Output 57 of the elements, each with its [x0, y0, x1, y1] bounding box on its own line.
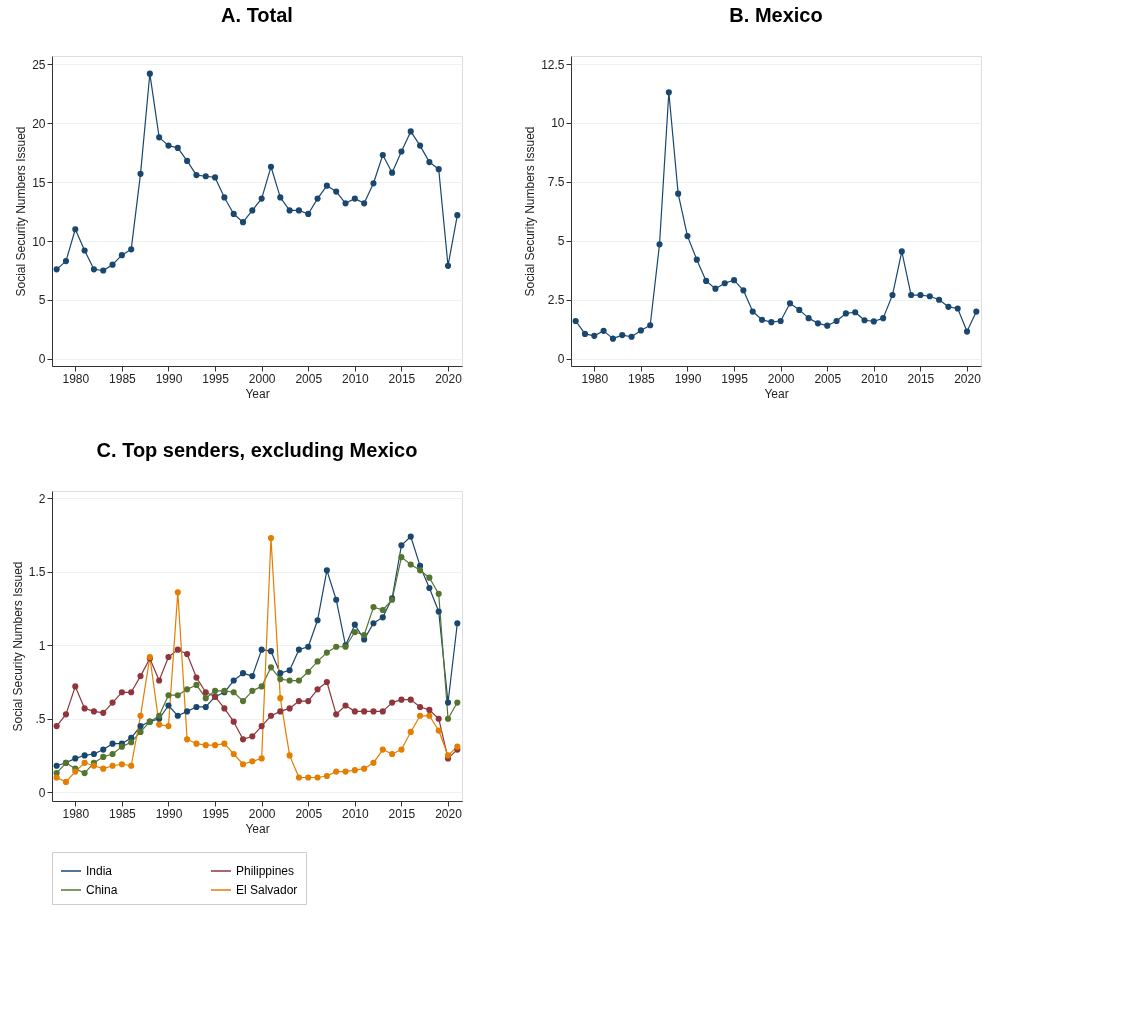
y-tick-label: 12.5: [541, 57, 565, 72]
x-tick-label: 1995: [202, 371, 230, 386]
chart-title: B. Mexico: [729, 4, 823, 26]
y-axis-title: Social Security Numbers Issued: [14, 126, 29, 297]
x-tick-label: 1980: [581, 371, 609, 386]
y-tick-label: 5: [557, 234, 565, 249]
x-tick-label: 2000: [248, 806, 276, 821]
x-tick-label: 1985: [109, 371, 137, 386]
x-tick-label: 2005: [814, 371, 842, 386]
x-tick-label: 2010: [860, 371, 889, 386]
x-tick-label: 1990: [155, 806, 183, 821]
y-tick-label: 7.5: [547, 175, 565, 190]
y-tick-label: .5: [35, 712, 46, 727]
x-tick-label: 2000: [248, 371, 276, 386]
x-tick-label: 2010: [341, 371, 370, 386]
x-tick-label: 2015: [388, 371, 416, 386]
x-tick-label: 2005: [295, 806, 323, 821]
y-tick-label: 0: [557, 352, 565, 367]
x-axis-title: Year: [764, 386, 789, 401]
y-tick-label: 10: [32, 234, 46, 249]
x-tick-label: 1980: [62, 806, 90, 821]
x-tick-label: 2015: [388, 806, 416, 821]
legend-label: Philippines: [236, 864, 295, 878]
y-tick-label: 25: [32, 57, 46, 72]
y-tick-label: 0: [38, 352, 46, 367]
chart-title: A. Total: [221, 4, 293, 26]
x-axis-title: Year: [245, 821, 270, 836]
x-tick-label: 2020: [435, 371, 463, 386]
legend-label: China: [86, 883, 118, 897]
legend-label: India: [86, 864, 113, 878]
y-tick-label: 1.5: [28, 565, 46, 580]
x-tick-label: 2020: [954, 371, 982, 386]
x-tick-label: 2005: [295, 371, 323, 386]
x-tick-label: 1985: [109, 806, 137, 821]
x-tick-label: 2015: [907, 371, 935, 386]
x-tick-label: 1995: [721, 371, 749, 386]
y-tick-label: 10: [551, 116, 565, 131]
y-axis-title: Social Security Numbers Issued: [523, 126, 538, 297]
y-tick-label: 2.5: [547, 293, 565, 308]
y-tick-label: 15: [32, 175, 46, 190]
legend-label: El Salvador: [236, 883, 298, 897]
x-tick-label: 1995: [202, 806, 230, 821]
y-tick-label: 1: [38, 638, 46, 653]
x-tick-label: 2000: [767, 371, 795, 386]
y-tick-label: 0: [38, 785, 46, 800]
x-tick-label: 1985: [628, 371, 656, 386]
x-axis-title: Year: [245, 386, 270, 401]
y-axis-title: Social Security Numbers Issued: [10, 561, 25, 732]
chart-title: C. Top senders, excluding Mexico: [96, 439, 418, 461]
x-tick-label: 2010: [341, 806, 370, 821]
x-tick-label: 2020: [435, 806, 463, 821]
x-tick-label: 1990: [155, 371, 183, 386]
y-tick-label: 2: [38, 491, 46, 506]
y-tick-label: 20: [32, 116, 46, 131]
y-tick-label: 5: [38, 293, 46, 308]
x-tick-label: 1990: [674, 371, 702, 386]
x-tick-label: 1980: [62, 371, 90, 386]
